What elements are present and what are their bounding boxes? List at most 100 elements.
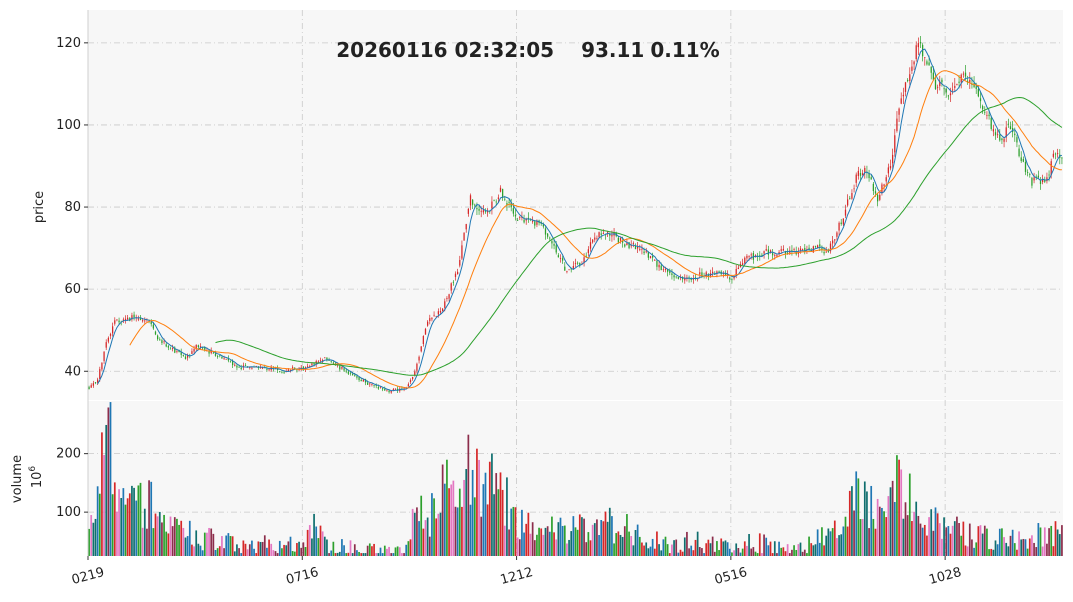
volume-bar (870, 485, 873, 556)
volume-bar (263, 535, 266, 556)
volume-bar (1003, 537, 1005, 556)
volume-bar (362, 553, 365, 556)
volume-bar (559, 517, 562, 556)
candle (103, 351, 105, 364)
candle-body (279, 371, 281, 372)
candle-body (765, 249, 767, 251)
candle-body (947, 95, 949, 97)
candle-body (142, 320, 144, 322)
volume-bar (540, 528, 543, 556)
volume-bar (917, 515, 920, 556)
candle-body (388, 390, 390, 393)
candle-body (769, 250, 772, 254)
volume-bar (561, 525, 564, 556)
volume-bar (992, 549, 995, 556)
candle-body (647, 252, 649, 258)
candle (324, 357, 326, 359)
header-change: 0.11% (650, 38, 719, 62)
candle-body (482, 210, 484, 213)
header-readout: 20260116 02:32:05 93.11 0.11% (336, 38, 719, 62)
candle (587, 246, 589, 257)
candle (992, 124, 994, 137)
volume-tick-label: 200 (56, 447, 81, 462)
volume-bar (962, 521, 965, 556)
candle (922, 43, 924, 62)
candle-body (319, 360, 322, 362)
candle (782, 245, 784, 251)
volume-bar (677, 552, 680, 556)
volume-bar (893, 501, 896, 556)
candle (472, 199, 474, 209)
candle (242, 362, 244, 371)
candle (872, 181, 874, 196)
volume-bar (521, 509, 523, 556)
volume-bar (795, 549, 798, 556)
candle-body (114, 320, 116, 324)
candle (667, 268, 669, 277)
candle (804, 244, 806, 255)
candle-body (212, 352, 214, 354)
candle (694, 274, 697, 281)
candle-body (99, 369, 101, 380)
candle-body (607, 231, 609, 233)
candle-body (478, 208, 480, 211)
volume-bar (1061, 525, 1063, 556)
candle-body (658, 264, 660, 268)
volume-bar (866, 491, 868, 556)
candle-body (499, 187, 502, 192)
candle (469, 193, 472, 211)
candle-body (879, 194, 881, 200)
candle-body (664, 268, 667, 270)
volume-bars (88, 402, 1063, 556)
volume-bar (128, 493, 131, 556)
candle-body (881, 184, 883, 193)
volume-bar (979, 525, 982, 556)
candle-body (979, 98, 982, 102)
candle-body (534, 221, 536, 226)
candle (544, 226, 547, 240)
candle-body (911, 66, 913, 71)
volume-bar (651, 538, 654, 556)
candle-body (137, 318, 139, 320)
candle-body (238, 366, 240, 368)
candle-body (1001, 138, 1003, 141)
candle-body (204, 347, 206, 350)
volume-bar (1013, 543, 1016, 556)
panels (88, 10, 1063, 556)
volume-bar (951, 525, 954, 556)
volume-bar (143, 508, 146, 556)
volume-bar (587, 532, 590, 556)
volume-bar (405, 544, 408, 556)
candle (373, 384, 375, 388)
candle (832, 235, 834, 248)
candle (712, 267, 714, 277)
candle-body (564, 266, 566, 271)
candle-body (373, 385, 375, 386)
candle-body (701, 272, 703, 276)
price-axis-label: price (32, 191, 47, 223)
candle (1052, 150, 1054, 159)
volume-bar (283, 544, 285, 556)
candle-body (1054, 153, 1057, 155)
volume-bar (911, 521, 913, 556)
volume-bar (728, 548, 731, 556)
volume-bar (548, 531, 551, 556)
candle (369, 382, 371, 387)
candle (508, 198, 510, 208)
candle-body (202, 347, 204, 349)
candle-body (463, 232, 465, 241)
candle (729, 276, 731, 283)
volume-bar (668, 553, 671, 556)
volume-bar (844, 516, 847, 556)
volume-bar (919, 523, 922, 556)
candle (855, 172, 857, 188)
candle-body (1042, 178, 1044, 183)
candle-body (999, 134, 1001, 141)
candle-body (474, 204, 476, 206)
volume-bar (304, 547, 307, 556)
candle-body (652, 256, 654, 258)
candle (493, 199, 495, 202)
candle-body (112, 326, 114, 334)
volume-bar (276, 553, 279, 556)
candle (487, 208, 489, 217)
